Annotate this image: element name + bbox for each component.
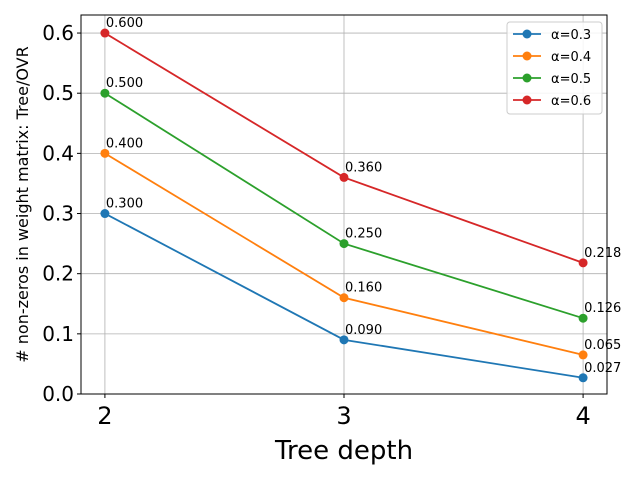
- legend-entry-label: α=0.5: [551, 72, 591, 87]
- data-point: [339, 172, 349, 182]
- data-point: [100, 28, 110, 38]
- data-point: [339, 239, 349, 249]
- series-lines: [100, 28, 588, 383]
- legend-entry-label: α=0.3: [551, 28, 591, 43]
- x-tick-label: 4: [575, 402, 590, 430]
- x-axis-title: Tree depth: [274, 436, 413, 466]
- legend-entry-label: α=0.6: [551, 94, 591, 109]
- legend-swatch-marker: [522, 73, 532, 83]
- data-point: [578, 313, 588, 323]
- data-point: [578, 373, 588, 383]
- legend-entry-label: α=0.4: [551, 50, 591, 65]
- x-tick-label: 2: [97, 402, 112, 430]
- data-label: 0.300: [106, 197, 143, 212]
- legend-box: [506, 21, 603, 115]
- data-label: 0.065: [584, 338, 621, 353]
- data-point: [100, 88, 110, 98]
- data-label: 0.250: [345, 227, 382, 242]
- x-tick-label: 3: [336, 402, 351, 430]
- x-ticks: 2 3 4: [97, 394, 591, 430]
- y-tick-label: 0.0: [42, 382, 74, 406]
- data-point: [578, 350, 588, 360]
- y-axis-title: # non-zeros in weight matrix: Tree/OVR: [13, 46, 32, 362]
- legend-swatch-marker: [522, 51, 532, 61]
- y-tick-label: 0.2: [42, 262, 74, 286]
- data-point: [578, 258, 588, 268]
- y-tick-label: 0.3: [42, 202, 74, 226]
- data-label: 0.500: [106, 76, 143, 91]
- data-label: 0.027: [584, 361, 621, 376]
- y-tick-label: 0.4: [42, 141, 74, 165]
- y-tick-label: 0.1: [42, 322, 74, 346]
- data-label: 0.600: [106, 16, 143, 31]
- data-point: [100, 209, 110, 219]
- data-label: 0.360: [345, 160, 382, 175]
- data-point: [100, 148, 110, 158]
- data-point: [339, 293, 349, 303]
- y-tick-label: 0.5: [42, 81, 74, 105]
- data-label: 0.218: [584, 246, 621, 261]
- legend-swatch-marker: [522, 29, 532, 39]
- data-label: 0.400: [106, 136, 143, 151]
- data-label: 0.090: [345, 323, 382, 338]
- y-tick-label: 0.6: [42, 21, 74, 45]
- y-ticks: 0.0 0.1 0.2 0.3 0.4 0.5 0.6: [42, 21, 81, 406]
- legend-swatch-marker: [522, 95, 532, 105]
- data-point: [339, 335, 349, 345]
- data-label: 0.126: [584, 301, 621, 316]
- legend: α=0.3 α=0.4 α=0.5 α=0.6: [506, 21, 603, 115]
- data-label: 0.160: [345, 281, 382, 296]
- data-labels: 0.300 0.090 0.027 0.400 0.160 0.065 0.500 0.250…: [106, 16, 621, 376]
